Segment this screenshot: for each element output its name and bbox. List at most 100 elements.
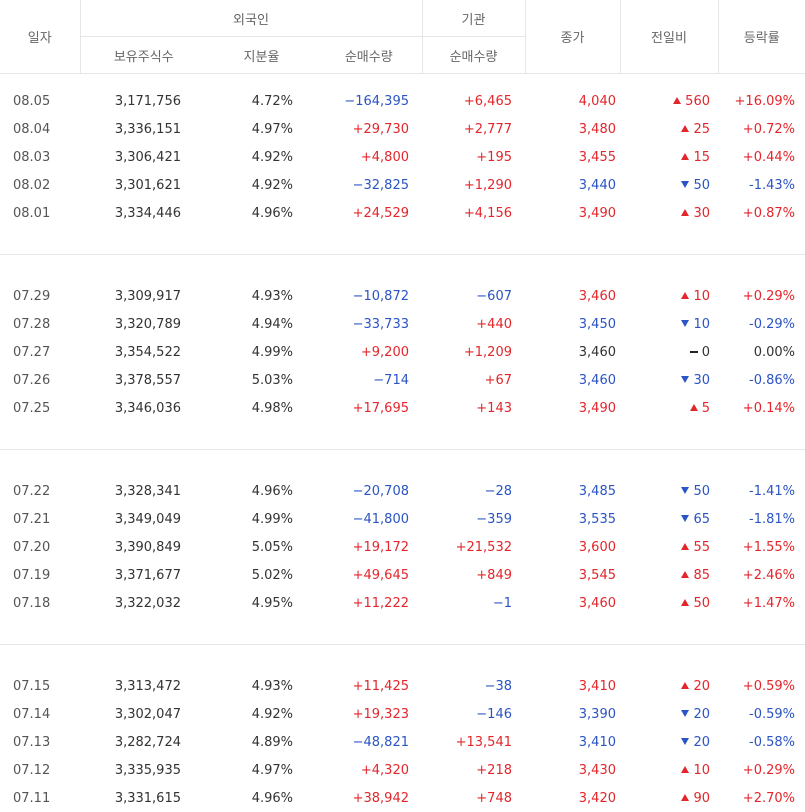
date-cell: 08.05 — [0, 87, 80, 115]
date-cell-value: 07.19 — [13, 568, 50, 583]
rate-cell: +1.47% — [718, 589, 805, 617]
foreign-net-cell: +11,222 — [316, 589, 422, 617]
rate-cell-value: -1.43% — [749, 178, 795, 193]
close-cell-value: 3,430 — [579, 763, 616, 778]
close-cell-value: 3,460 — [579, 345, 616, 360]
foreign-net-cell: +38,942 — [316, 784, 422, 812]
ratio-cell-value: 4.89% — [252, 735, 293, 750]
foreign-net-cell: −164,395 — [316, 87, 422, 115]
rate-cell: -0.86% — [718, 366, 805, 394]
ratio-cell-value: 5.02% — [252, 568, 293, 583]
date-cell-value: 08.04 — [13, 122, 50, 137]
foreign-net-cell-value: −32,825 — [353, 178, 409, 193]
down-arrow-icon — [681, 515, 689, 522]
down-arrow-icon — [681, 710, 689, 717]
inst-net-cell-value: +13,541 — [456, 735, 512, 750]
holdings-cell-value: 3,171,756 — [115, 94, 181, 109]
up-arrow-icon — [681, 125, 689, 132]
rate-cell: -0.59% — [718, 700, 805, 728]
holdings-cell: 3,371,677 — [80, 561, 207, 589]
date-cell-value: 07.13 — [13, 735, 50, 750]
inst-net-cell: +4,156 — [422, 199, 525, 227]
ratio-cell: 4.96% — [207, 784, 316, 812]
foreign-net-cell-value: −41,800 — [353, 512, 409, 527]
date-cell-value: 07.29 — [13, 289, 50, 304]
date-cell: 08.04 — [0, 115, 80, 143]
date-cell: 07.18 — [0, 589, 80, 617]
holdings-cell-value: 3,313,472 — [115, 679, 181, 694]
holdings-cell-value: 3,371,677 — [115, 568, 181, 583]
change-cell: 50 — [620, 589, 718, 617]
change-cell-value: 560 — [685, 94, 710, 109]
change-cell-value: 15 — [693, 150, 710, 165]
ratio-cell: 4.89% — [207, 728, 316, 756]
date-cell: 07.22 — [0, 477, 80, 505]
rate-cell: 0.00% — [718, 338, 805, 366]
change-cell: 560 — [620, 87, 718, 115]
holdings-cell: 3,331,615 — [80, 784, 207, 812]
rate-cell: +16.09% — [718, 87, 805, 115]
ratio-cell: 5.02% — [207, 561, 316, 589]
foreign-net-cell: +49,645 — [316, 561, 422, 589]
rate-cell-value: +2.70% — [743, 791, 795, 806]
foreign-net-cell: +4,800 — [316, 143, 422, 171]
close-cell-value: 3,535 — [579, 512, 616, 527]
holdings-cell: 3,320,789 — [80, 310, 207, 338]
date-cell: 08.02 — [0, 171, 80, 199]
rate-cell: +0.29% — [718, 756, 805, 784]
close-cell-value: 3,455 — [579, 150, 616, 165]
date-cell: 07.14 — [0, 700, 80, 728]
holdings-cell: 3,328,341 — [80, 477, 207, 505]
up-arrow-icon — [673, 97, 681, 104]
inst-net-cell-value: +1,209 — [464, 345, 512, 360]
holdings-cell: 3,334,446 — [80, 199, 207, 227]
inst-net-cell: +440 — [422, 310, 525, 338]
ratio-cell: 4.96% — [207, 199, 316, 227]
date-cell-value: 07.14 — [13, 707, 50, 722]
close-cell: 3,460 — [525, 366, 620, 394]
change-cell-value: 20 — [693, 735, 710, 750]
close-cell-value: 3,450 — [579, 317, 616, 332]
down-arrow-icon — [681, 487, 689, 494]
holdings-cell-value: 3,282,724 — [115, 735, 181, 750]
group-spacer — [0, 645, 805, 672]
change-cell-value: 30 — [693, 206, 710, 221]
close-cell: 3,460 — [525, 282, 620, 310]
date-cell: 07.27 — [0, 338, 80, 366]
ratio-cell-value: 4.72% — [252, 94, 293, 109]
close-cell: 3,490 — [525, 394, 620, 422]
date-cell: 07.25 — [0, 394, 80, 422]
change-cell-value: 50 — [693, 596, 710, 611]
date-cell: 07.20 — [0, 533, 80, 561]
ratio-cell-value: 4.98% — [252, 401, 293, 416]
holdings-cell-value: 3,390,849 — [115, 540, 181, 555]
holdings-cell: 3,390,849 — [80, 533, 207, 561]
foreign-net-cell-value: −20,708 — [353, 484, 409, 499]
header-foreign-net: 순매수량 — [316, 37, 422, 74]
ratio-cell: 5.03% — [207, 366, 316, 394]
rate-cell-value: +0.44% — [743, 150, 795, 165]
holdings-cell-value: 3,331,615 — [115, 791, 181, 806]
foreign-net-cell-value: −33,733 — [353, 317, 409, 332]
rate-cell: +2.70% — [718, 784, 805, 812]
inst-net-cell-value: +440 — [476, 317, 512, 332]
holdings-cell: 3,349,049 — [80, 505, 207, 533]
dash-icon — [690, 351, 698, 353]
ratio-cell-value: 4.97% — [252, 763, 293, 778]
change-cell: 15 — [620, 143, 718, 171]
header-holdings: 보유주식수 — [80, 37, 207, 74]
inst-net-cell: +748 — [422, 784, 525, 812]
change-cell-value: 30 — [693, 373, 710, 388]
date-cell: 07.12 — [0, 756, 80, 784]
date-cell: 07.11 — [0, 784, 80, 812]
foreign-net-cell-value: +19,172 — [353, 540, 409, 555]
change-cell-value: 90 — [693, 791, 710, 806]
ratio-cell-value: 4.93% — [252, 289, 293, 304]
up-arrow-icon — [681, 599, 689, 606]
ratio-cell-value: 4.99% — [252, 345, 293, 360]
